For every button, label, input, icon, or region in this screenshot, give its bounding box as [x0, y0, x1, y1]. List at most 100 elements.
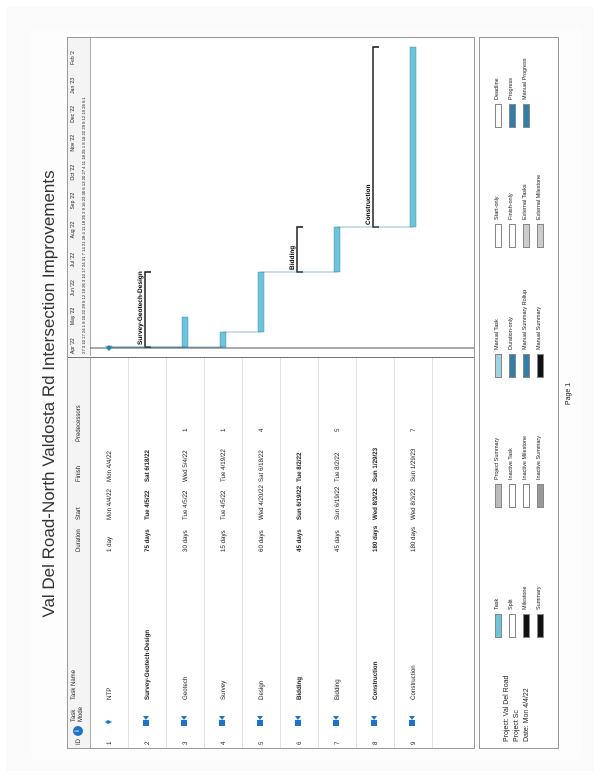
summary-bar[interactable]: [372, 46, 379, 228]
task-bar[interactable]: [409, 46, 417, 228]
col-id: ID: [76, 739, 82, 745]
page-number: Page 1: [565, 382, 572, 406]
task-start: Mon 4/4/22: [106, 489, 113, 520]
legend-label: Inactive Milestone: [522, 435, 528, 480]
legend-swatch-icon: [523, 224, 530, 248]
task-predecessors: 7: [410, 428, 417, 432]
timeline-month: Jul '22: [70, 252, 76, 268]
summary-bar[interactable]: [144, 271, 151, 348]
task-row[interactable]: 8 Construction 180 days Wed 8/3/22 Sun 1/29/…: [356, 358, 395, 748]
legend-swatch-icon: [523, 354, 530, 378]
auto-schedule-icon: [218, 716, 226, 726]
legend-label: Manual Progress: [522, 58, 528, 100]
legend-swatch-icon: [537, 484, 544, 508]
legend-swatch-icon: [537, 614, 544, 638]
task-id: 2: [144, 741, 151, 745]
auto-schedule-icon: [408, 716, 416, 726]
task-start: Wed 8/3/22: [372, 488, 379, 520]
task-row[interactable]: 6 Bidding 45 days Sun 6/19/22 Tue 8/2/22: [280, 358, 319, 748]
summary-bar[interactable]: [296, 226, 303, 273]
legend-project-name: Project: Val Del Road Project Sc: [503, 675, 520, 742]
gantt-table: ID i Task Mode Task Name Duration Start …: [67, 37, 475, 749]
task-row[interactable]: 3 Geotech 30 days Tue 4/5/22 Wed 5/4/22 1: [166, 358, 205, 748]
scanned-page: Val Del Road-North Valdosta Rd Intersect…: [6, 6, 594, 771]
gantt-sheet: Val Del Road-North Valdosta Rd Intersect…: [31, 29, 581, 759]
task-duration: 60 days: [258, 530, 265, 552]
auto-schedule-icon: [180, 716, 188, 726]
task-duration: 45 days: [334, 530, 341, 552]
task-duration: 30 days: [182, 530, 189, 552]
timeline-month: May '22: [70, 307, 76, 326]
legend-label: Start-only: [494, 196, 500, 220]
task-finish: Sun 1/29/23: [410, 448, 417, 482]
task-bar[interactable]: [181, 316, 189, 348]
col-name: Task Name: [71, 669, 77, 700]
task-duration: 180 days: [410, 526, 417, 552]
task-finish: Wed 5/4/22: [182, 450, 189, 482]
legend-label: Manual Task: [494, 319, 500, 350]
task-name: Design: [258, 680, 265, 700]
task-duration: 45 days: [296, 529, 303, 552]
legend-swatch-icon: [495, 484, 502, 508]
legend-swatch-icon: [509, 104, 516, 128]
task-finish: Mon 4/4/22: [106, 451, 113, 482]
auto-schedule-icon: [294, 716, 302, 726]
timeline-header: Apr '22 May '22 Jun '22 Jul '22 Aug '22 Sep '…: [68, 38, 91, 356]
task-name: Bidding: [296, 676, 303, 700]
timeline-month: Sep '22: [70, 192, 76, 210]
legend-swatch-icon: [537, 224, 544, 248]
timeline-weeks: 27 3 10 17 24 1 8 15 22 29 5 12 19 26 3 …: [81, 97, 86, 354]
legend-label: Manual Summary Rollup: [522, 289, 528, 350]
project-title: Val Del Road-North Valdosta Rd Intersect…: [39, 170, 58, 618]
legend-label: Split: [508, 599, 514, 610]
legend: Project: Val Del Road Project Sc Date: M…: [479, 37, 559, 749]
task-name: Survey: [220, 680, 227, 700]
task-start: Tue 4/5/22: [144, 490, 151, 520]
task-id: 7: [334, 741, 341, 745]
auto-schedule-icon: [370, 716, 378, 726]
legend-swatch-icon: [523, 614, 530, 638]
col-duration: Duration: [76, 529, 82, 552]
task-row[interactable]: 5 Design 60 days Wed 4/20/22 Sat 6/18/22 4: [242, 358, 281, 748]
task-grid: ID i Task Mode Task Name Duration Start …: [68, 357, 474, 748]
legend-label: Finish-only: [508, 193, 514, 220]
milestone-icon: [106, 345, 112, 351]
legend-swatch-icon: [537, 354, 544, 378]
task-predecessors: 5: [334, 428, 341, 432]
task-id: 4: [220, 741, 227, 745]
task-finish: Tue 8/2/22: [334, 452, 341, 482]
legend-label: Manual Summary: [536, 306, 542, 350]
task-bar[interactable]: [219, 331, 227, 348]
col-finish: Finish: [76, 465, 82, 482]
task-row[interactable]: 7 Bidding 45 days Sun 6/19/22 Tue 8/2/22 5: [318, 358, 357, 748]
task-id: 6: [296, 741, 303, 745]
legend-label: External Milestone: [536, 174, 542, 220]
legend-swatch-icon: [495, 614, 502, 638]
task-start: Wed 8/3/22: [410, 488, 417, 520]
task-name: Geotech: [182, 676, 189, 700]
legend-swatch-icon: [495, 354, 502, 378]
task-start: Tue 4/5/22: [182, 490, 189, 520]
info-icon: i: [73, 726, 83, 736]
task-bar[interactable]: [333, 226, 341, 273]
task-duration: 75 days: [144, 529, 151, 552]
legend-swatch-icon: [495, 104, 502, 128]
task-finish: Tue 4/19/22: [220, 449, 227, 482]
col-mode: Task Mode: [71, 706, 84, 722]
legend-swatch-icon: [509, 354, 516, 378]
task-row[interactable]: 4 Survey 15 days Tue 4/5/22 Tue 4/19/22 1: [204, 358, 243, 748]
legend-label: Progress: [508, 77, 514, 100]
legend-project-info: Project: Val Del Road Project Sc Date: M…: [502, 670, 532, 742]
timeline-month: Nov '22: [70, 134, 76, 152]
timeline-month: Apr '22: [70, 338, 76, 354]
legend-label: Inactive Summary: [536, 435, 542, 480]
task-row[interactable]: 9 Construction 180 days Wed 8/3/22 Sun 1/29/…: [394, 358, 433, 748]
task-name: NTP: [106, 687, 113, 700]
task-row[interactable]: 1 NTP 1 day Mon 4/4/22 Mon 4/4/22: [90, 358, 129, 748]
task-finish: Sat 6/18/22: [258, 450, 265, 482]
task-bar[interactable]: [257, 271, 265, 333]
task-name: Bidding: [334, 679, 341, 700]
task-row[interactable]: 2 Survey-Geotech-Design 75 days Tue 4/5/22 S…: [128, 358, 167, 748]
manual-pin-icon: [104, 717, 112, 726]
summary-bar-label: Bidding: [289, 246, 296, 270]
